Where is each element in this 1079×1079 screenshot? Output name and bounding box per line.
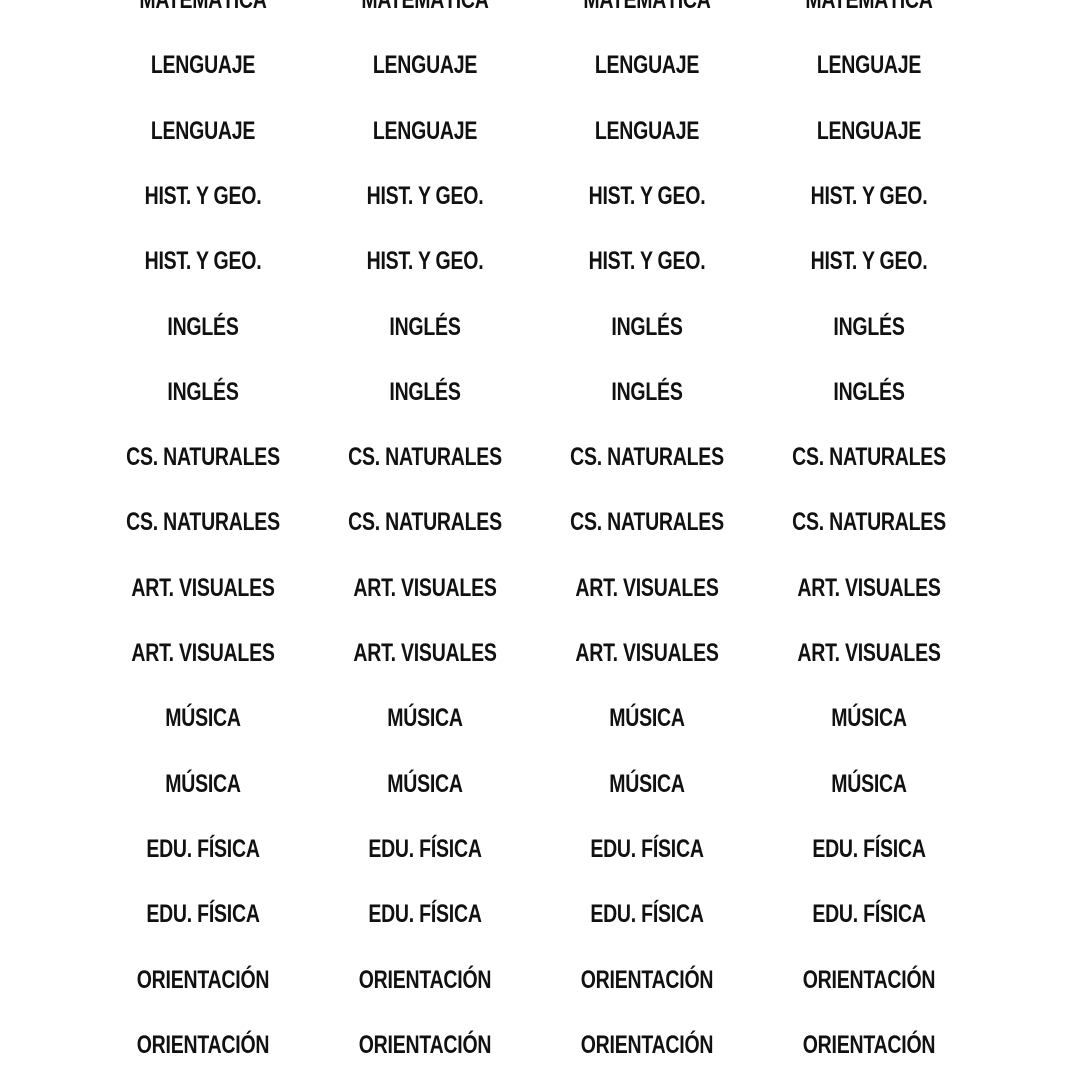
subject-label: MÚSICA: [387, 769, 463, 798]
subject-label: LENGUAJE: [150, 116, 256, 145]
subject-label: ART. VISUALES: [575, 639, 719, 667]
subject-label: ORIENTACIÓN: [358, 1030, 492, 1059]
subject-label: ORIENTACIÓN: [580, 965, 714, 994]
subject-label: MÚSICA: [165, 769, 241, 798]
subject-label: ORIENTACIÓN: [580, 1030, 714, 1059]
subject-label: MÚSICA: [609, 769, 685, 798]
subject-label: ART. VISUALES: [131, 573, 275, 602]
subject-label: LENGUAJE: [816, 116, 922, 145]
subject-label: ART. VISUALES: [797, 639, 941, 667]
subject-label: ART. VISUALES: [131, 639, 275, 667]
subject-label: INGLÉS: [611, 312, 683, 341]
subject-label: EDU. FÍSICA: [812, 834, 926, 863]
subject-label: HIST. Y GEO.: [366, 181, 484, 210]
subject-label: INGLÉS: [167, 377, 239, 406]
subject-label: CS. NATURALES: [792, 508, 946, 537]
subject-label: LENGUAJE: [150, 51, 256, 80]
subject-label: HIST. Y GEO.: [366, 247, 484, 276]
subject-label: MÚSICA: [165, 704, 241, 733]
subject-label: MÚSICA: [831, 704, 907, 733]
subject-label: CS. NATURALES: [348, 443, 502, 472]
subject-label: CS. NATURALES: [126, 508, 280, 537]
subject-label: ORIENTACIÓN: [802, 965, 936, 994]
subject-label: HIST. Y GEO.: [588, 247, 706, 276]
subject-label: CS. NATURALES: [348, 508, 502, 537]
subject-label: LENGUAJE: [594, 51, 700, 80]
subject-label: EDU. FÍSICA: [590, 900, 704, 929]
subject-label: CS. NATURALES: [792, 443, 946, 472]
subject-label: INGLÉS: [389, 377, 461, 406]
subject-label: HIST. Y GEO.: [144, 181, 262, 210]
subject-label: MÚSICA: [387, 704, 463, 733]
subject-label: EDU. FÍSICA: [368, 834, 482, 863]
subject-label: ORIENTACIÓN: [802, 1030, 936, 1059]
subject-label: INGLÉS: [833, 377, 905, 406]
subject-label: HIST. Y GEO.: [144, 247, 262, 276]
subject-label: HIST. Y GEO.: [588, 181, 706, 210]
subject-label: ORIENTACIÓN: [136, 965, 270, 994]
subject-label: MÚSICA: [831, 769, 907, 798]
subject-label: EDU. FÍSICA: [146, 900, 260, 929]
subject-label: MATEMÁTICA: [583, 0, 711, 14]
subject-label: LENGUAJE: [594, 116, 700, 145]
subject-label: CS. NATURALES: [570, 508, 724, 537]
subject-label: EDU. FÍSICA: [590, 834, 704, 863]
subject-label: CS. NATURALES: [570, 443, 724, 472]
subject-label: MATEMÁTICA: [805, 0, 933, 14]
subject-label: ORIENTACIÓN: [358, 965, 492, 994]
subject-label: LENGUAJE: [372, 116, 478, 145]
subject-label: LENGUAJE: [816, 51, 922, 80]
subject-label: EDU. FÍSICA: [812, 900, 926, 929]
subject-label: ART. VISUALES: [353, 573, 497, 602]
subject-label: ART. VISUALES: [797, 573, 941, 602]
subject-label: EDU. FÍSICA: [368, 900, 482, 929]
subject-label: INGLÉS: [611, 377, 683, 406]
subject-label: ART. VISUALES: [575, 573, 719, 602]
subject-label: INGLÉS: [833, 312, 905, 341]
subject-label: EDU. FÍSICA: [146, 834, 260, 863]
subject-label: INGLÉS: [167, 312, 239, 341]
subject-label: MÚSICA: [609, 704, 685, 733]
subject-label: ART. VISUALES: [353, 639, 497, 667]
subject-label: CS. NATURALES: [126, 443, 280, 472]
subject-label: INGLÉS: [389, 312, 461, 341]
subject-label: HIST. Y GEO.: [810, 247, 928, 276]
subject-label: MATEMÁTICA: [361, 0, 489, 14]
subject-label: MATEMÁTICA: [139, 0, 267, 14]
subject-label: ORIENTACIÓN: [136, 1030, 270, 1059]
subject-label: LENGUAJE: [372, 51, 478, 80]
subject-label: HIST. Y GEO.: [810, 181, 928, 210]
